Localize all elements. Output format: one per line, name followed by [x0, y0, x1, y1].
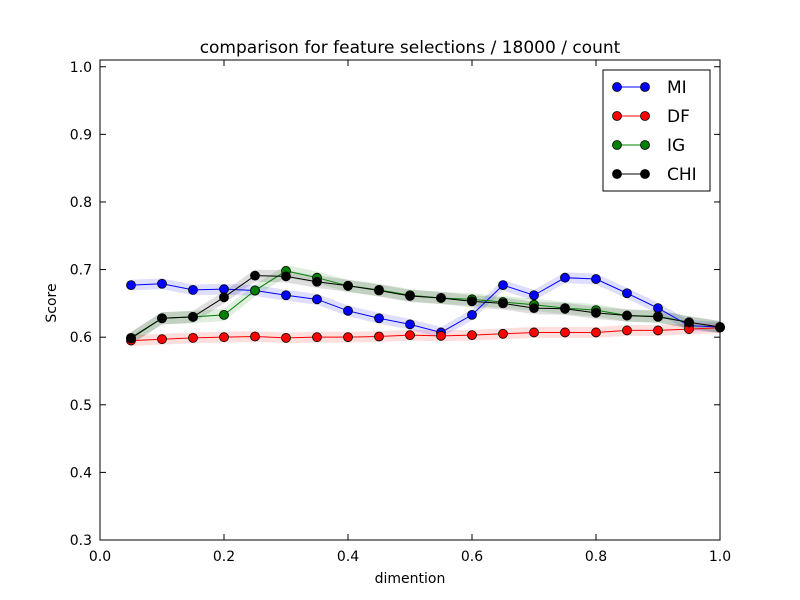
point-chi	[188, 312, 198, 322]
point-chi	[436, 293, 446, 303]
plot-frame	[99, 59, 721, 541]
y-tick-label: 0.9	[70, 127, 92, 143]
band-mi	[131, 272, 720, 338]
point-chi	[467, 296, 477, 307]
legend-label-ig: IG	[667, 136, 685, 156]
point-chi	[343, 280, 353, 291]
y-axis-label: Score	[44, 283, 60, 322]
point-chi	[560, 303, 570, 314]
y-tick-label: 1.0	[70, 60, 92, 76]
point-chi	[157, 313, 167, 324]
point-df	[312, 332, 322, 343]
legend-marker-chi	[640, 169, 650, 179]
band-df	[131, 322, 720, 346]
line-df	[130, 327, 721, 342]
x-tick-label: 0.8	[585, 549, 607, 565]
point-ig	[219, 309, 229, 320]
x-axis-label: dimention	[375, 571, 446, 587]
point-chi	[374, 285, 384, 296]
x-tick-label: 0.0	[89, 549, 111, 565]
point-df	[343, 332, 353, 343]
legend-marker-mi	[612, 82, 622, 92]
x-tick-label: 0.4	[337, 549, 359, 565]
legend-marker-chi	[612, 169, 622, 179]
point-df	[560, 327, 570, 338]
y-tick-label: 0.3	[70, 533, 92, 549]
legend-label-df: DF	[667, 107, 690, 127]
point-df	[250, 331, 260, 342]
point-df	[591, 327, 601, 338]
legend-marker-ig	[640, 140, 650, 150]
y-tick-label: 0.6	[70, 330, 92, 346]
point-df	[219, 332, 229, 343]
y-tick-label: 0.8	[70, 195, 92, 211]
point-chi	[622, 310, 632, 321]
legend-label-mi: MI	[667, 78, 687, 98]
point-mi	[374, 313, 384, 324]
point-mi	[591, 274, 601, 284]
point-chi	[219, 292, 229, 303]
legend-marker-ig	[612, 140, 622, 150]
point-chi	[591, 307, 601, 318]
legend: MI DF IG CHI	[602, 69, 711, 192]
point-mi	[188, 284, 198, 295]
point-mi	[405, 319, 415, 330]
point-mi	[126, 280, 136, 291]
x-tick-label: 1.0	[709, 549, 731, 565]
point-ig	[250, 285, 260, 296]
point-mi	[281, 290, 291, 301]
point-df	[498, 328, 508, 339]
legend-marker-mi	[640, 82, 650, 92]
point-mi	[219, 284, 229, 295]
point-chi	[250, 270, 260, 281]
point-df	[157, 334, 167, 345]
point-df	[374, 331, 384, 342]
point-df	[653, 325, 663, 336]
point-df	[188, 332, 198, 343]
line-chi	[130, 275, 721, 339]
y-axis-ticks: 0.3 0.4 0.5 0.6 0.7 0.8 0.9 1.0	[70, 60, 720, 549]
point-df	[436, 330, 446, 341]
y-tick-label: 0.7	[70, 263, 92, 279]
point-mi	[560, 272, 570, 283]
point-df	[405, 330, 415, 341]
legend-box	[602, 69, 711, 192]
point-mi	[498, 280, 508, 291]
y-tick-label: 0.5	[70, 398, 92, 414]
point-df	[467, 330, 477, 341]
point-mi	[653, 303, 663, 314]
x-axis-ticks: 0.0 0.2 0.4 0.6 0.8 1.0	[89, 60, 731, 565]
point-chi	[498, 298, 508, 309]
point-mi	[343, 305, 353, 316]
point-mi	[622, 288, 632, 299]
x-tick-label: 0.6	[461, 549, 483, 565]
series-lines	[130, 270, 721, 342]
point-chi	[684, 317, 694, 328]
line-mi	[130, 277, 721, 333]
point-chi	[529, 303, 539, 314]
chart-title: comparison for feature selections / 1800…	[200, 38, 621, 58]
point-df	[622, 325, 632, 336]
point-chi	[126, 332, 136, 343]
y-tick-label: 0.4	[70, 465, 92, 481]
x-tick-label: 0.2	[213, 549, 235, 565]
legend-marker-df	[612, 111, 622, 121]
point-chi	[653, 312, 663, 322]
point-mi	[312, 294, 322, 305]
point-chi	[281, 271, 291, 282]
point-mi	[529, 290, 539, 301]
point-mi	[157, 278, 167, 289]
point-mi	[467, 309, 477, 320]
point-chi	[405, 291, 415, 301]
series-points	[126, 266, 725, 346]
point-df	[529, 327, 539, 338]
confidence-bands	[131, 264, 720, 346]
legend-label-chi: CHI	[667, 165, 697, 185]
point-chi	[312, 276, 322, 287]
point-df	[281, 332, 291, 343]
legend-marker-df	[640, 111, 650, 121]
